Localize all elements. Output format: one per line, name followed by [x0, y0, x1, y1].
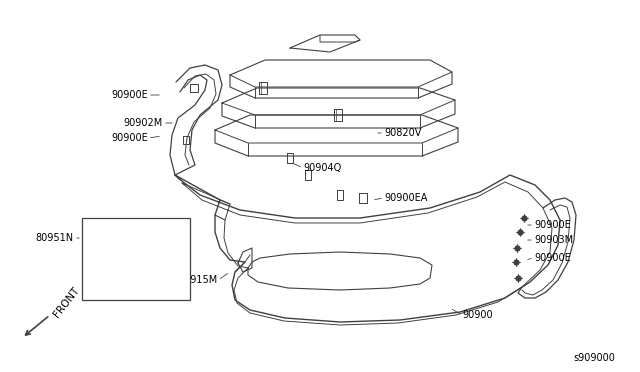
Bar	[82, 218, 190, 300]
Text: 90900: 90900	[462, 310, 493, 320]
Text: 80951N: 80951N	[36, 233, 74, 243]
Text: 90900E: 90900E	[111, 90, 148, 100]
Text: s909000: s909000	[573, 353, 615, 363]
Text: FRONT: FRONT	[52, 285, 81, 319]
Text: 90820V: 90820V	[384, 128, 421, 138]
Text: 90900E: 90900E	[534, 253, 571, 263]
Text: 90903M: 90903M	[534, 235, 573, 245]
Text: 90904Q: 90904Q	[303, 163, 341, 173]
Text: 90902M: 90902M	[124, 118, 163, 128]
Text: 90900E: 90900E	[111, 133, 148, 143]
Text: 90900EA: 90900EA	[384, 193, 428, 203]
Text: 90900E: 90900E	[534, 220, 571, 230]
Text: 90915M: 90915M	[179, 275, 218, 285]
